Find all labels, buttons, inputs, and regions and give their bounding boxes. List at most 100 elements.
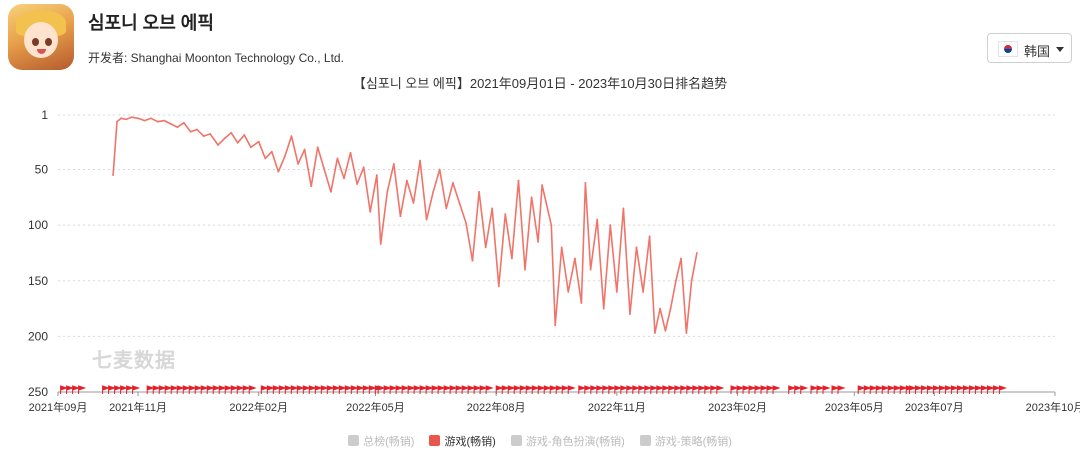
y-tick-label: 100	[28, 218, 48, 232]
app-title: 심포니 오브 에픽	[88, 13, 214, 33]
data-point	[120, 117, 122, 120]
event-flag-icon	[431, 385, 440, 394]
data-point	[336, 157, 339, 160]
data-point	[419, 159, 421, 162]
data-point	[452, 182, 454, 184]
x-tick-label: 2023年10月	[1026, 400, 1080, 414]
event-flag-icon	[716, 385, 725, 394]
chevron-down-icon	[1056, 47, 1064, 52]
event-flag-icon	[926, 385, 935, 394]
legend-item-strategy[interactable]: 游戏-策略(畅销)	[639, 433, 732, 449]
data-point	[176, 126, 179, 129]
x-tick-label: 2023年02月	[708, 400, 767, 414]
data-point	[690, 279, 693, 282]
legend-item-games[interactable]: 游戏(畅销)	[429, 433, 496, 449]
event-flag-icon	[182, 385, 191, 394]
data-point	[648, 235, 651, 238]
data-point	[685, 332, 688, 334]
watermark: 七麦数据	[92, 350, 176, 372]
data-point	[399, 215, 402, 218]
event-flag-icon	[754, 385, 763, 394]
data-point	[137, 117, 139, 120]
event-flag-icon	[389, 385, 398, 394]
event-flag-icon	[704, 385, 713, 394]
event-flag-icon	[537, 385, 546, 394]
data-point	[654, 332, 656, 334]
event-flag-icon	[350, 385, 359, 394]
event-flag-icon	[863, 385, 872, 394]
event-flag-icon	[730, 385, 739, 394]
event-flag-icon	[206, 385, 215, 394]
data-point	[560, 246, 563, 249]
y-tick-label: 200	[28, 329, 48, 343]
event-flag-icon	[788, 385, 797, 394]
event-flag-icon	[114, 385, 123, 394]
data-point	[432, 190, 435, 193]
country-select[interactable]: 韩国	[987, 33, 1072, 63]
x-tick-label: 2022年05月	[346, 400, 405, 414]
event-flag-icon	[662, 385, 671, 394]
event-flag-icon	[962, 385, 971, 394]
event-flag-icon	[766, 385, 775, 394]
event-flag-icon	[495, 385, 504, 394]
event-flag-icon	[419, 385, 428, 394]
y-tick-label: 50	[35, 163, 49, 177]
data-point	[584, 182, 587, 184]
data-point	[386, 190, 389, 193]
x-tick-label: 2021年11月	[109, 400, 167, 414]
event-flag-icon	[194, 385, 203, 394]
event-flag-icon	[132, 385, 141, 394]
data-point	[530, 196, 533, 199]
event-flag-icon	[296, 385, 305, 394]
event-flag-icon	[507, 385, 516, 394]
event-flag-icon	[638, 385, 647, 394]
data-point	[330, 190, 332, 193]
event-flag-icon	[920, 385, 929, 394]
event-flag-icon	[200, 385, 209, 394]
data-point	[116, 120, 118, 123]
event-flag-icon	[698, 385, 707, 394]
event-flag-icon	[212, 385, 221, 394]
event-flag-icon	[362, 385, 371, 394]
y-tick-label: 1	[41, 108, 48, 122]
event-flag-icon	[608, 385, 617, 394]
event-flag-icon	[668, 385, 677, 394]
data-point	[316, 146, 319, 149]
event-flag-icon	[686, 385, 695, 394]
event-flag-icon	[413, 385, 422, 394]
data-point	[596, 218, 599, 221]
data-point	[635, 246, 638, 249]
event-flag-icon	[543, 385, 552, 394]
event-flag-icon	[224, 385, 233, 394]
data-point	[471, 259, 474, 262]
event-flag-icon	[632, 385, 641, 394]
event-flag-icon	[60, 385, 69, 394]
app-icon-eye	[45, 38, 52, 46]
data-point	[629, 313, 631, 315]
legend-item-rpg[interactable]: 游戏-角色扮演(畅销)	[510, 433, 625, 449]
event-flag-icon	[383, 385, 392, 394]
app-icon	[8, 4, 74, 70]
event-flag-icon	[66, 385, 75, 394]
event-flag-icon	[519, 385, 528, 394]
event-flag-icon	[332, 385, 341, 394]
event-flag-icon	[602, 385, 611, 394]
data-point	[517, 179, 520, 182]
event-flag-icon	[857, 385, 866, 394]
event-flag-icon	[356, 385, 365, 394]
data-point	[664, 329, 667, 332]
event-flag-icon	[932, 385, 941, 394]
event-flag-icon	[266, 385, 275, 394]
event-flag-icon	[368, 385, 377, 394]
legend-item-overall[interactable]: 总榜(畅销)	[348, 433, 414, 449]
event-flag-icon	[248, 385, 257, 394]
x-tick-label: 2021年09月	[29, 400, 88, 414]
event-flag-icon	[513, 385, 522, 394]
event-flag-icon	[314, 385, 323, 394]
data-point	[243, 134, 246, 136]
data-point	[125, 118, 128, 121]
data-point	[284, 155, 286, 158]
data-point	[183, 121, 185, 124]
event-flag-icon	[561, 385, 570, 394]
